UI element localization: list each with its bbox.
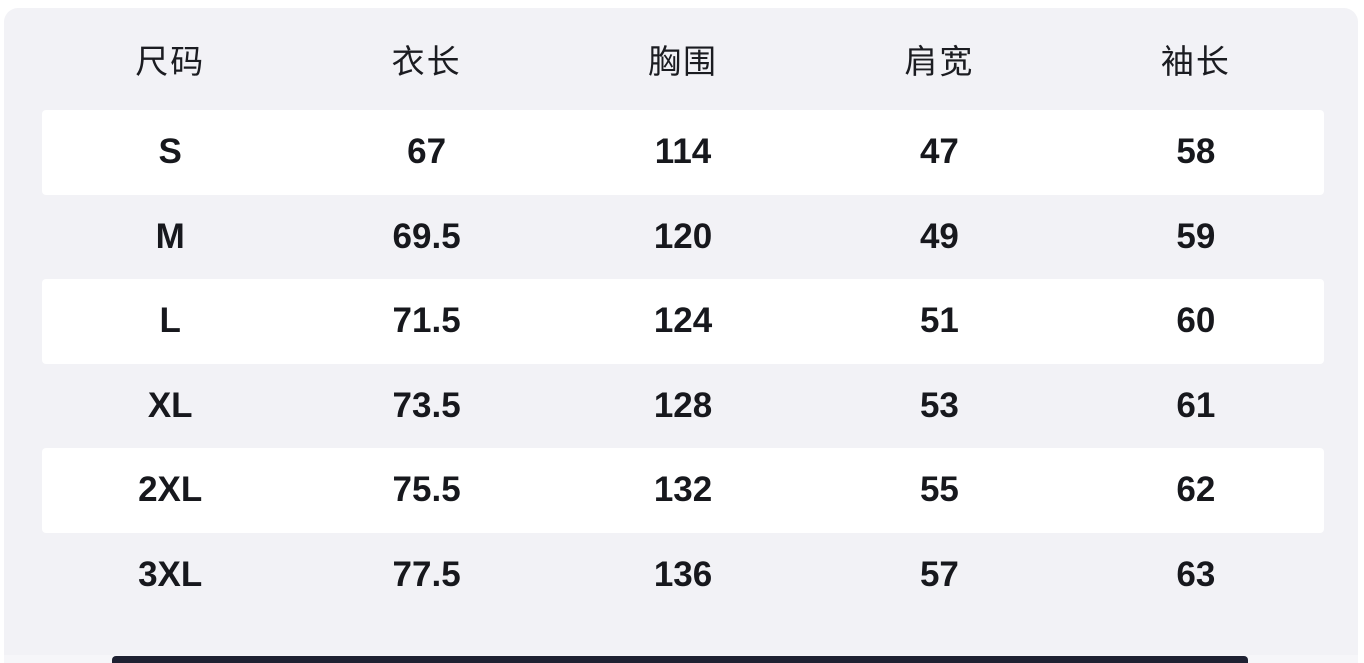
- cell-chest: 114: [654, 132, 712, 172]
- cell-shoulder: 55: [919, 470, 959, 510]
- cell-sleeve: 58: [1176, 132, 1216, 172]
- cell-length: 71.5: [392, 301, 461, 341]
- column-header-sleeve: 袖长: [1160, 43, 1231, 80]
- cell-size: 2XL: [138, 470, 203, 510]
- table-header-row: 尺码 衣长 胸围 肩宽 袖长: [42, 8, 1324, 110]
- cell-size: M: [155, 216, 185, 256]
- cell-sleeve: 59: [1176, 216, 1216, 256]
- cell-length: 69.5: [392, 216, 461, 256]
- cell-size: S: [158, 132, 182, 172]
- cell-shoulder: 57: [919, 554, 959, 594]
- cell-length: 73.5: [392, 385, 461, 425]
- cell-size: 3XL: [138, 554, 203, 594]
- cell-sleeve: 62: [1176, 470, 1216, 510]
- cell-sleeve: 61: [1176, 385, 1216, 425]
- cell-chest: 124: [653, 301, 713, 341]
- cell-chest: 120: [653, 216, 713, 256]
- table-row-m: M 69.5 120 49 59: [42, 195, 1324, 280]
- column-header-length: 衣长: [391, 43, 462, 80]
- cell-length: 77.5: [392, 554, 461, 594]
- cell-chest: 136: [653, 554, 713, 594]
- next-section-top-edge: [112, 656, 1248, 663]
- cell-shoulder: 49: [919, 216, 959, 256]
- column-header-size: 尺码: [135, 43, 206, 80]
- table-row-l: L 71.5 124 51 60: [42, 279, 1324, 364]
- cell-chest: 132: [653, 470, 713, 510]
- table-row-2xl: 2XL 75.5 132 55 62: [42, 448, 1324, 533]
- cell-size: XL: [147, 385, 193, 425]
- cell-shoulder: 47: [919, 132, 959, 172]
- cell-length: 75.5: [392, 470, 461, 510]
- table-row-s: S 67 114 47 58: [42, 110, 1324, 195]
- cell-size: L: [159, 301, 181, 341]
- cell-shoulder: 51: [919, 301, 959, 341]
- cell-shoulder: 53: [919, 385, 959, 425]
- cell-sleeve: 63: [1176, 554, 1216, 594]
- size-table: 尺码 衣长 胸围 肩宽 袖长 S 67 114 47 58 M 69.5 120…: [42, 8, 1324, 617]
- cell-length: 67: [407, 132, 447, 172]
- table-row-xl: XL 73.5 128 53 61: [42, 364, 1324, 449]
- column-header-chest: 胸围: [648, 43, 719, 80]
- size-chart-panel: 尺码 衣长 胸围 肩宽 袖长 S 67 114 47 58 M 69.5 120…: [4, 8, 1358, 663]
- column-header-shoulder: 肩宽: [904, 43, 975, 80]
- cell-sleeve: 60: [1176, 301, 1216, 341]
- table-row-3xl: 3XL 77.5 136 57 63: [42, 533, 1324, 618]
- cell-chest: 128: [653, 385, 713, 425]
